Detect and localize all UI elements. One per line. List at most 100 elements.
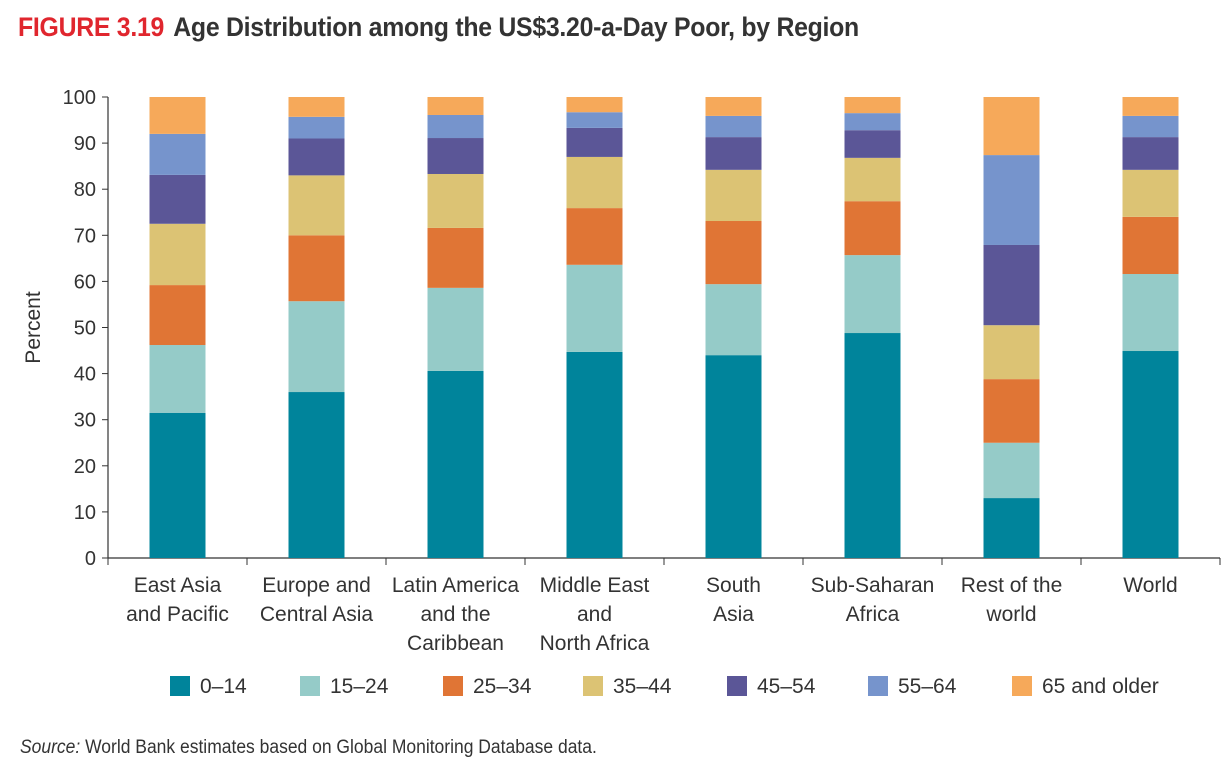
bar-segment — [288, 301, 345, 393]
bar-segment — [844, 157, 901, 202]
x-tick-label: and Pacific — [126, 603, 229, 626]
legend-swatch — [300, 676, 320, 696]
x-tick-label: Sub-Saharan — [811, 574, 935, 597]
bar-segment — [427, 370, 484, 558]
source-text: World Bank estimates based on Global Mon… — [80, 737, 597, 758]
bar-segment — [983, 379, 1040, 443]
y-tick-label: 90 — [74, 133, 96, 155]
bar-segment — [1122, 216, 1179, 275]
x-tick-label: World — [1123, 574, 1177, 597]
bar-segment — [705, 355, 762, 558]
y-tick-label: 80 — [74, 179, 96, 201]
bar-segment — [288, 235, 345, 302]
bar-segment — [427, 173, 484, 228]
bar-segment — [288, 138, 345, 176]
bar-segment — [705, 115, 762, 138]
legend-label: 35–44 — [613, 675, 672, 698]
bar-segment — [566, 112, 623, 128]
bar-segment — [288, 116, 345, 139]
bar-segment — [427, 287, 484, 371]
y-axis-label: Percent — [22, 291, 45, 364]
bar-segment — [288, 97, 345, 117]
bar-segment — [566, 156, 623, 209]
bar-segment — [1122, 115, 1179, 138]
legend-label: 25–34 — [473, 675, 532, 698]
y-tick-label: 40 — [74, 364, 96, 386]
legend-swatch — [583, 676, 603, 696]
legend-label: 55–64 — [898, 675, 957, 698]
y-tick-label: 50 — [74, 318, 96, 340]
bar-segment — [1122, 351, 1179, 558]
bar-segment — [705, 221, 762, 285]
y-tick-label: 0 — [85, 548, 96, 570]
bar-segment — [427, 227, 484, 288]
bar-segment — [566, 127, 623, 157]
legend-swatch — [727, 676, 747, 696]
x-tick-label: South — [706, 574, 761, 597]
bar-segment — [1122, 169, 1179, 217]
bar-segment — [705, 284, 762, 356]
y-tick-label: 30 — [74, 410, 96, 432]
bar-segment — [427, 138, 484, 174]
x-tick-label: Europe and — [262, 574, 371, 597]
x-tick-label: North Africa — [540, 632, 650, 655]
x-tick-label: world — [985, 603, 1036, 626]
source-label: Source: — [20, 737, 81, 758]
x-tick-label: Asia — [713, 603, 754, 626]
legend-swatch — [1012, 676, 1032, 696]
bar-segment — [566, 264, 623, 352]
x-tick-label: Central Asia — [260, 603, 374, 626]
bar-segment — [983, 244, 1040, 326]
bar-segment — [566, 97, 623, 113]
x-tick-label: East Asia — [134, 574, 222, 597]
bar-segment — [705, 169, 762, 222]
chart-title: FIGURE 3.19 Age Distribution among the US… — [18, 12, 859, 43]
x-tick-label: Africa — [846, 603, 900, 626]
bar-segment — [149, 285, 206, 346]
bar-segment — [149, 133, 206, 175]
bar-segment — [149, 97, 206, 134]
legend-label: 65 and older — [1042, 675, 1159, 698]
bar-segment — [844, 333, 901, 558]
bar-segment — [844, 255, 901, 334]
bar-segment — [149, 223, 206, 286]
bar-segment — [427, 114, 484, 139]
x-tick-label: Rest of the — [961, 574, 1063, 597]
y-tick-label: 70 — [74, 225, 96, 247]
bar-segment — [149, 345, 206, 413]
x-tick-label: and — [577, 603, 612, 626]
bar-segment — [1122, 274, 1179, 352]
bar-segment — [844, 113, 901, 131]
bar-segment — [983, 442, 1040, 499]
x-tick-label: and the — [420, 603, 490, 626]
legend-swatch — [868, 676, 888, 696]
bar-segment — [983, 155, 1040, 245]
x-tick-label: Middle East — [540, 574, 650, 597]
bar-segment — [288, 392, 345, 558]
bar-segment — [705, 137, 762, 170]
bar-segment — [1122, 97, 1179, 116]
y-tick-label: 10 — [74, 502, 96, 524]
bar-segment — [288, 175, 345, 236]
bar-segment — [1122, 137, 1179, 170]
bar-segment — [983, 97, 1040, 156]
legend-label: 0–14 — [200, 675, 247, 698]
stacked-bar-chart: 0 10 20 30 40 50 60 70 80 90 100 Percent East Asia an… — [22, 87, 1221, 698]
legend-swatch — [170, 676, 190, 696]
y-tick-label: 60 — [74, 271, 96, 293]
bar-segment — [149, 174, 206, 224]
legend-label: 15–24 — [330, 675, 389, 698]
source-note: Source: World Bank estimates based on Gl… — [20, 737, 597, 759]
legend-label: 45–54 — [757, 675, 816, 698]
bar-segment — [566, 351, 623, 558]
bar-segment — [983, 498, 1040, 558]
y-tick-label: 100 — [63, 87, 96, 109]
legend-swatch — [443, 676, 463, 696]
bar-segment — [149, 412, 206, 558]
x-tick-label: Latin America — [392, 574, 520, 597]
bar-segment — [844, 97, 901, 114]
bar-segment — [844, 201, 901, 256]
bar-segment — [844, 130, 901, 158]
bar-segment — [983, 325, 1040, 380]
bar-segment — [705, 97, 762, 116]
